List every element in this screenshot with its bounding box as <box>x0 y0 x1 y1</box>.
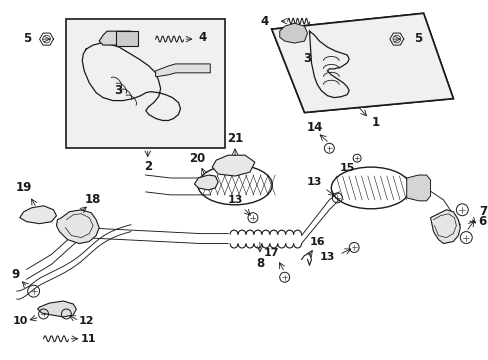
Text: 11: 11 <box>81 334 96 344</box>
Text: 18: 18 <box>85 193 101 206</box>
Polygon shape <box>38 301 76 317</box>
Text: 3: 3 <box>303 53 311 66</box>
Text: 21: 21 <box>226 132 243 145</box>
Text: 4: 4 <box>198 31 206 44</box>
Text: 1: 1 <box>371 116 379 129</box>
Text: 19: 19 <box>16 181 32 194</box>
Text: 6: 6 <box>477 215 485 228</box>
Polygon shape <box>279 23 307 43</box>
Text: 8: 8 <box>255 257 264 270</box>
Text: 3: 3 <box>114 84 122 97</box>
Polygon shape <box>155 64 210 77</box>
Text: 16: 16 <box>309 237 325 247</box>
Text: 12: 12 <box>78 316 94 326</box>
Polygon shape <box>194 175 218 190</box>
Polygon shape <box>56 210 99 243</box>
Text: 13: 13 <box>227 195 242 205</box>
Text: 5: 5 <box>414 32 422 45</box>
Text: 14: 14 <box>305 121 322 134</box>
Text: 20: 20 <box>189 152 205 165</box>
Text: 4: 4 <box>260 15 268 28</box>
Text: 13: 13 <box>306 177 322 187</box>
Text: 2: 2 <box>143 159 151 172</box>
Text: 9: 9 <box>12 268 20 281</box>
Polygon shape <box>406 175 429 201</box>
Bar <box>66 19 224 148</box>
Text: 7: 7 <box>478 205 486 218</box>
Bar <box>116 31 138 46</box>
Text: 15: 15 <box>339 163 354 173</box>
Polygon shape <box>99 31 135 45</box>
Text: 5: 5 <box>22 32 31 45</box>
Polygon shape <box>212 155 254 176</box>
Polygon shape <box>429 210 459 243</box>
Polygon shape <box>20 206 56 224</box>
Polygon shape <box>271 13 452 113</box>
Text: 17: 17 <box>264 248 279 258</box>
Text: 13: 13 <box>319 252 334 262</box>
Text: 10: 10 <box>13 316 28 326</box>
